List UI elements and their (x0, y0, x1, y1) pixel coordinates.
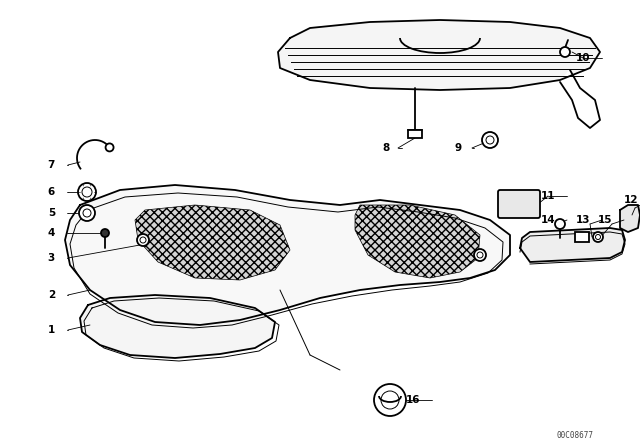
Text: 00C08677: 00C08677 (557, 431, 593, 439)
Circle shape (560, 47, 570, 57)
Circle shape (140, 237, 146, 243)
Text: 16: 16 (406, 395, 420, 405)
Circle shape (106, 143, 113, 151)
Text: 12: 12 (623, 195, 638, 205)
Circle shape (381, 391, 399, 409)
FancyBboxPatch shape (498, 190, 540, 218)
Polygon shape (80, 295, 275, 358)
Text: 2: 2 (48, 290, 55, 300)
Circle shape (477, 252, 483, 258)
Circle shape (474, 249, 486, 261)
Text: 10: 10 (575, 53, 590, 63)
Text: 4: 4 (47, 228, 55, 238)
Polygon shape (355, 205, 480, 278)
Text: 6: 6 (48, 187, 55, 197)
Text: 5: 5 (48, 208, 55, 218)
Text: 1: 1 (48, 325, 55, 335)
Text: 11: 11 (541, 191, 555, 201)
Polygon shape (278, 20, 600, 90)
Text: 13: 13 (575, 215, 590, 225)
Text: 7: 7 (47, 160, 55, 170)
Polygon shape (135, 205, 290, 280)
Circle shape (593, 232, 603, 242)
Text: 8: 8 (383, 143, 390, 153)
Circle shape (79, 205, 95, 221)
Polygon shape (560, 70, 600, 128)
Polygon shape (65, 185, 510, 325)
Circle shape (374, 384, 406, 416)
FancyBboxPatch shape (408, 130, 422, 138)
Circle shape (482, 132, 498, 148)
Text: 3: 3 (48, 253, 55, 263)
Circle shape (78, 183, 96, 201)
Text: 14: 14 (540, 215, 555, 225)
FancyBboxPatch shape (575, 232, 589, 242)
Circle shape (595, 234, 600, 240)
Circle shape (101, 229, 109, 237)
Circle shape (486, 136, 494, 144)
Text: 9: 9 (455, 143, 462, 153)
Polygon shape (620, 205, 640, 232)
Circle shape (83, 209, 91, 217)
Text: 15: 15 (598, 215, 612, 225)
Circle shape (137, 234, 149, 246)
Circle shape (555, 219, 565, 229)
Circle shape (82, 187, 92, 197)
Polygon shape (520, 228, 625, 262)
